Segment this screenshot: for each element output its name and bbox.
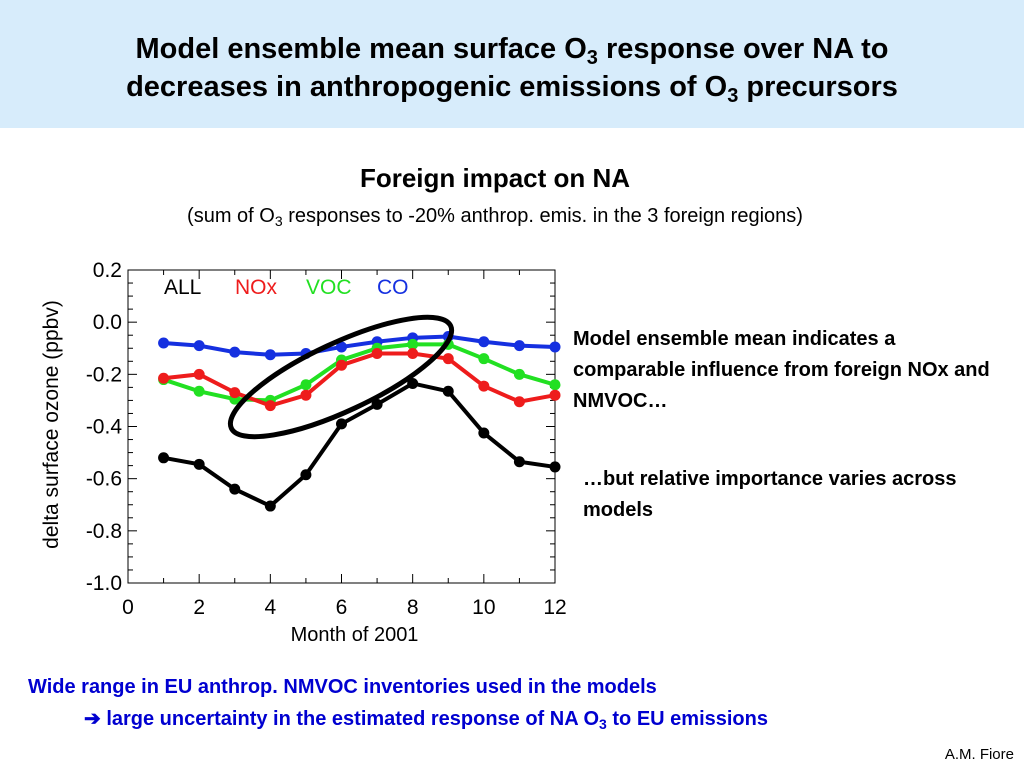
page-title: Model ensemble mean surface O3 response … bbox=[126, 33, 898, 107]
x-tick-label: 4 bbox=[264, 596, 276, 619]
data-point-co bbox=[336, 341, 347, 353]
data-point-nox bbox=[229, 387, 241, 399]
data-point-all bbox=[513, 456, 525, 468]
legend-entry-nox: NOx bbox=[235, 276, 278, 299]
data-point-all bbox=[193, 458, 205, 470]
y-axis-label: delta surface ozone (ppbv) bbox=[40, 300, 63, 549]
series-line-voc bbox=[162, 342, 556, 403]
series-line-all bbox=[163, 381, 556, 509]
data-point-voc bbox=[513, 368, 525, 380]
x-tick-label: 0 bbox=[122, 596, 134, 619]
data-point-nox bbox=[513, 396, 525, 408]
legend-entry-all: ALL bbox=[164, 276, 201, 299]
data-point-voc bbox=[407, 338, 419, 350]
x-tick-label: 10 bbox=[472, 596, 495, 619]
data-point-co bbox=[229, 346, 241, 358]
legend-entry-co: CO bbox=[377, 276, 409, 299]
data-point-nox bbox=[336, 359, 347, 371]
y-tick-label: -1.0 bbox=[86, 572, 122, 595]
data-point-co bbox=[193, 340, 205, 352]
y-tick-label: -0.6 bbox=[86, 468, 122, 491]
data-point-nox bbox=[407, 347, 419, 359]
data-point-nox bbox=[158, 372, 170, 384]
x-axis-label: Month of 2001 bbox=[291, 624, 419, 646]
data-point-voc bbox=[300, 379, 312, 391]
chart-subtitle: (sum of O3 responses to -20% anthrop. em… bbox=[187, 205, 803, 229]
data-point-nox bbox=[371, 347, 383, 359]
bottom-text-line2: ➔ large uncertainty in the estimated res… bbox=[84, 708, 768, 732]
data-point-nox bbox=[549, 389, 561, 401]
highlight-ellipse bbox=[227, 314, 455, 440]
y-tick-label: -0.4 bbox=[86, 416, 123, 439]
data-point-co bbox=[264, 349, 276, 361]
data-point-co bbox=[478, 336, 490, 348]
data-point-nox bbox=[478, 380, 490, 392]
data-point-voc bbox=[549, 379, 561, 391]
x-tick-label: 2 bbox=[193, 596, 205, 619]
x-tick-label: 6 bbox=[336, 596, 348, 619]
data-point-voc bbox=[478, 353, 490, 365]
series-line-nox bbox=[163, 351, 556, 408]
y-tick-label: 0.2 bbox=[93, 259, 122, 282]
data-point-voc bbox=[193, 385, 205, 397]
x-tick-label: 12 bbox=[543, 596, 566, 619]
note-relative-importance: …but relative importance varies across m… bbox=[583, 468, 957, 521]
data-point-all bbox=[264, 500, 276, 512]
header-banner bbox=[0, 0, 1024, 128]
data-point-all bbox=[229, 483, 241, 495]
bottom-text-line1: Wide range in EU anthrop. NMVOC inventor… bbox=[28, 676, 657, 698]
data-point-all bbox=[478, 427, 490, 439]
data-point-all bbox=[371, 398, 383, 410]
y-tick-label: -0.8 bbox=[86, 520, 122, 543]
data-point-nox bbox=[300, 389, 312, 401]
data-point-nox bbox=[264, 400, 276, 412]
series-line-co bbox=[163, 334, 556, 357]
data-point-all bbox=[407, 377, 419, 389]
data-point-all bbox=[158, 452, 170, 464]
data-point-co bbox=[513, 340, 525, 352]
chart-heading: Foreign impact on NA bbox=[359, 163, 631, 193]
data-point-nox bbox=[193, 368, 205, 380]
data-point-all bbox=[336, 418, 347, 430]
data-point-all bbox=[549, 461, 561, 473]
data-point-all bbox=[442, 385, 454, 397]
y-tick-label: 0.0 bbox=[93, 311, 122, 334]
data-point-co bbox=[549, 341, 561, 353]
data-point-all bbox=[300, 469, 312, 481]
data-point-co bbox=[158, 337, 170, 349]
y-tick-label: -0.2 bbox=[86, 363, 122, 386]
legend-entry-voc: VOC bbox=[306, 276, 352, 299]
x-tick-label: 8 bbox=[407, 596, 419, 619]
note-comparable-influence: Model ensemble mean indicates a comparab… bbox=[573, 328, 990, 412]
author-credit: A.M. Fiore bbox=[944, 746, 1014, 763]
data-point-nox bbox=[442, 353, 454, 365]
arrow-right-icon: ➔ bbox=[84, 708, 101, 730]
